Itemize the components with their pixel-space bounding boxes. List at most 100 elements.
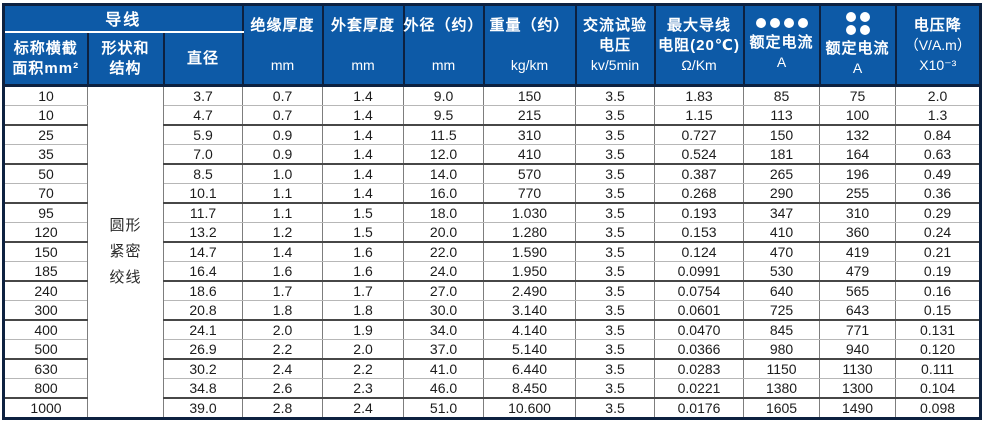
cell: 0.36: [895, 183, 982, 204]
cell: 1.6: [322, 242, 405, 262]
cell: 1.4: [322, 85, 405, 106]
cell: 1.7: [322, 281, 405, 301]
cell: 0.16: [895, 281, 982, 301]
cell: 1.1: [242, 183, 324, 204]
cell: 570: [483, 164, 577, 184]
cell: 300: [3, 300, 88, 321]
column-label: 标称横截: [13, 39, 78, 57]
cell: 640: [743, 281, 821, 301]
cell: 120: [3, 222, 88, 243]
cell: 2.0: [895, 85, 982, 106]
cell: 0.9: [242, 144, 324, 165]
cell: 6.440: [483, 359, 577, 379]
cell: 0.7: [242, 105, 324, 126]
cell: 0.104: [895, 378, 982, 399]
cell: 3.5: [575, 261, 656, 282]
cell: 25: [3, 125, 88, 145]
cell: 1.4: [322, 144, 405, 165]
column-label: 额定电流: [825, 40, 890, 57]
cell: 1.83: [654, 85, 745, 106]
cell: 1.8: [242, 300, 324, 321]
column-label: 最大导线: [667, 16, 732, 34]
shape-structure-line: 圆形: [109, 217, 142, 234]
col-max-conductor-resistance: 最大导线 电阻(20℃) Ω/Km: [653, 4, 745, 87]
column-label: 电压降: [913, 16, 962, 34]
cell: 0.193: [654, 203, 745, 223]
cell: 265: [743, 164, 821, 184]
cell: 75: [819, 85, 897, 106]
cell: 3.5: [575, 300, 656, 321]
table-row: 10 圆形 紧密 绞线 3.7 0.7 1.4 9.0 150 3.5 1.83 85 75 2.0: [3, 85, 982, 419]
cell: 800: [3, 378, 88, 399]
cell: 3.5: [575, 398, 656, 419]
table-row: 1000 39.0 2.8 2.4 51.0 10.600 3.5 0.0176 1605 149…: [3, 398, 982, 419]
table-row: 185 16.4 1.6 1.6 24.0 1.950 3.5 0.0991 530 479 0.1…: [3, 261, 982, 282]
cell: 400: [3, 320, 88, 340]
cell: 1.280: [483, 222, 577, 243]
column-label: 形状和: [101, 39, 150, 57]
column-unit: A: [776, 54, 787, 70]
column-label: 外套厚度: [331, 16, 396, 34]
cell: 1490: [819, 398, 897, 419]
cell: 0.0991: [654, 261, 745, 282]
cell: 0.387: [654, 164, 745, 184]
cell: 1.7: [242, 281, 324, 301]
cell: 2.490: [483, 281, 577, 301]
cell: 46.0: [403, 378, 485, 399]
column-label: （V/A.m）: [904, 36, 971, 53]
cell: 3.5: [575, 105, 656, 126]
cell: 3.5: [575, 378, 656, 399]
column-unit: kg/km: [510, 56, 549, 73]
column-unit: X10⁻³: [919, 56, 957, 73]
cell: 2.6: [242, 378, 324, 399]
col-ac-test-voltage: 交流试验 电压 kv/5min: [574, 4, 656, 87]
table-row: 300 20.8 1.8 1.8 30.0 3.140 3.5 0.0601 725 643 0.1…: [3, 300, 982, 321]
cell: 1.4: [322, 125, 405, 145]
table-row: 95 11.7 1.1 1.5 18.0 1.030 3.5 0.193 347 310 0.29: [3, 203, 982, 223]
table-row: 400 24.1 2.0 1.9 34.0 4.140 3.5 0.0470 845 771 0.1…: [3, 320, 982, 340]
cell: 41.0: [403, 359, 485, 379]
cell: 360: [819, 222, 897, 243]
cell: 1.4: [322, 105, 405, 126]
column-label: 直径: [187, 49, 220, 67]
column-label: 面积mm²: [12, 59, 80, 77]
cell: 565: [819, 281, 897, 301]
cell: 20.0: [403, 222, 485, 243]
cell: 0.0470: [654, 320, 745, 340]
cell: 70: [3, 183, 88, 204]
column-label: 电阻(20℃): [658, 36, 740, 54]
column-unit: A: [852, 60, 863, 76]
cell: 215: [483, 105, 577, 126]
col-weight: 重量（约） kg/km: [482, 4, 577, 87]
cell: 1.5: [322, 203, 405, 223]
cell: 3.5: [575, 320, 656, 340]
cell: 10: [3, 105, 88, 126]
cell: 95: [3, 203, 88, 223]
cell: 725: [743, 300, 821, 321]
four-dots-grid-icon: [845, 12, 870, 35]
column-unit: kv/5min: [590, 56, 640, 73]
cell: 185: [3, 261, 88, 282]
cell: 0.21: [895, 242, 982, 262]
cell: 940: [819, 339, 897, 360]
cell: 24.0: [403, 261, 485, 282]
cell: 1300: [819, 378, 897, 399]
cell: 2.8: [242, 398, 324, 419]
cell: 0.0601: [654, 300, 745, 321]
cell: 9.0: [403, 85, 485, 106]
cell: 1150: [743, 359, 821, 379]
cell: 410: [743, 222, 821, 243]
cell: 770: [483, 183, 577, 204]
cell: 85: [743, 85, 821, 106]
cell: 100: [819, 105, 897, 126]
cell: 410: [483, 144, 577, 165]
cell: 9.5: [403, 105, 485, 126]
cell: 8.450: [483, 378, 577, 399]
col-diameter: 直径: [162, 31, 244, 87]
table-row: 800 34.8 2.6 2.3 46.0 8.450 3.5 0.0221 1380 1300 0…: [3, 378, 982, 399]
cell: 310: [483, 125, 577, 145]
cell: 771: [819, 320, 897, 340]
cell: 255: [819, 183, 897, 204]
cell: 16.4: [162, 261, 244, 282]
